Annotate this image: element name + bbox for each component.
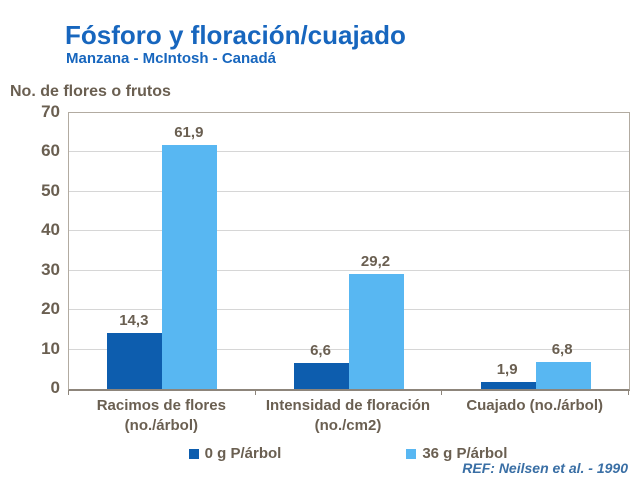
bar-series2	[535, 362, 591, 389]
gridline	[69, 230, 629, 232]
bar-value-label: 61,9	[174, 123, 204, 141]
legend: 0 g P/árbol 36 g P/árbol	[68, 446, 628, 461]
y-tick-label: 50	[41, 180, 60, 200]
category-label: Cuajado (no./árbol)	[466, 397, 603, 414]
y-tick-label: 70	[41, 102, 60, 121]
bar-series2	[162, 144, 218, 389]
legend-swatch-series1	[188, 448, 199, 459]
x-tick	[628, 390, 629, 395]
gridline	[69, 269, 629, 271]
bar-value-label: 1,9	[496, 360, 518, 378]
gridline	[69, 151, 629, 153]
bar-series1	[294, 362, 349, 389]
bar-series1	[480, 381, 536, 389]
y-tick-label: 20	[41, 299, 60, 319]
legend-label: 36 g P/árbol	[422, 445, 508, 462]
category-labels-row: Racimos de flores (no./árbol) Intensidad …	[68, 396, 628, 440]
x-tick	[68, 390, 69, 395]
chart-title: Fósforo y floración/cuajado	[65, 20, 406, 50]
ref-citation: REF: Neilsen et al. - 1990	[462, 460, 628, 476]
bar-value-label: 6,6	[310, 341, 331, 359]
category-label: Intensidad de floración (no./cm2)	[265, 397, 431, 434]
legend-swatch-series2	[406, 448, 417, 459]
y-axis-title: No. de flores o frutos	[10, 83, 171, 100]
bar-value-label: 29,2	[360, 252, 391, 270]
bar-value-label: 14,3	[119, 311, 149, 329]
x-tick	[441, 390, 442, 395]
y-tick-label: 0	[50, 378, 60, 397]
bar-series2	[349, 273, 404, 389]
bar-series1	[107, 332, 163, 389]
legend-item: 36 g P/árbol	[406, 446, 507, 461]
y-tick-label: 60	[41, 141, 60, 161]
bar-value-label: 6,8	[551, 341, 573, 359]
y-tick-label: 10	[41, 338, 60, 358]
y-tick-label: 40	[41, 220, 60, 240]
plot-area	[68, 112, 630, 391]
gridline	[69, 190, 629, 192]
category-label: Racimos de flores (no./árbol)	[96, 397, 226, 434]
chart-subtitle: Manzana - McIntosh - Canadá	[66, 50, 277, 67]
legend-item: 0 g P/árbol	[188, 445, 282, 462]
x-tick	[255, 390, 256, 395]
legend-label: 0 g P/árbol	[204, 445, 282, 462]
y-tick-label: 30	[41, 259, 60, 279]
